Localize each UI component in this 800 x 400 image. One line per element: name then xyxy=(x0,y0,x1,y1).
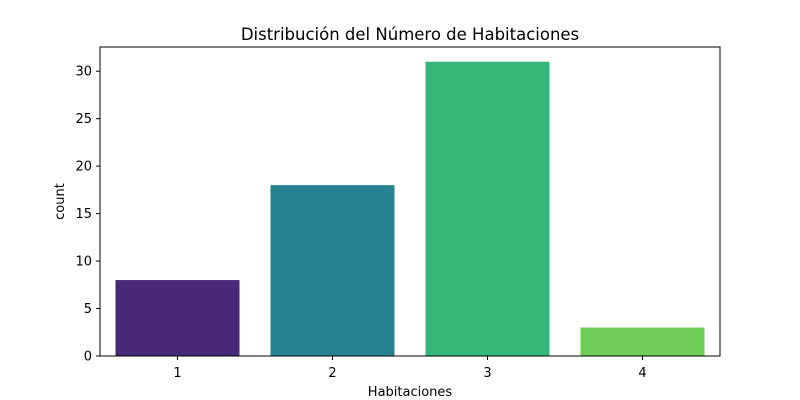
y-tick-label: 20 xyxy=(75,160,92,175)
chart-title: Distribución del Número de Habitaciones xyxy=(241,25,579,44)
y-tick-label: 0 xyxy=(84,350,92,365)
bar-1 xyxy=(115,280,240,356)
y-tick-label: 30 xyxy=(75,65,92,80)
x-axis: 1 2 3 4 xyxy=(173,356,647,381)
plot-frame xyxy=(99,46,721,357)
bar-3 xyxy=(425,61,550,356)
y-axis-label: count xyxy=(53,183,68,220)
y-tick-label: 15 xyxy=(75,207,92,222)
x-tick-label: 2 xyxy=(328,366,336,381)
bar-2 xyxy=(270,185,395,356)
y-tick-label: 25 xyxy=(75,112,92,127)
y-axis: 0 5 10 15 20 25 30 xyxy=(75,65,100,365)
y-tick-label: 10 xyxy=(75,255,92,270)
x-tick-label: 1 xyxy=(173,366,181,381)
x-tick-label: 4 xyxy=(638,366,646,381)
x-tick-label: 3 xyxy=(483,366,491,381)
x-axis-label: Habitaciones xyxy=(368,385,453,400)
bars-group xyxy=(115,61,705,356)
y-tick-label: 5 xyxy=(84,302,92,317)
bar-4 xyxy=(580,327,705,356)
